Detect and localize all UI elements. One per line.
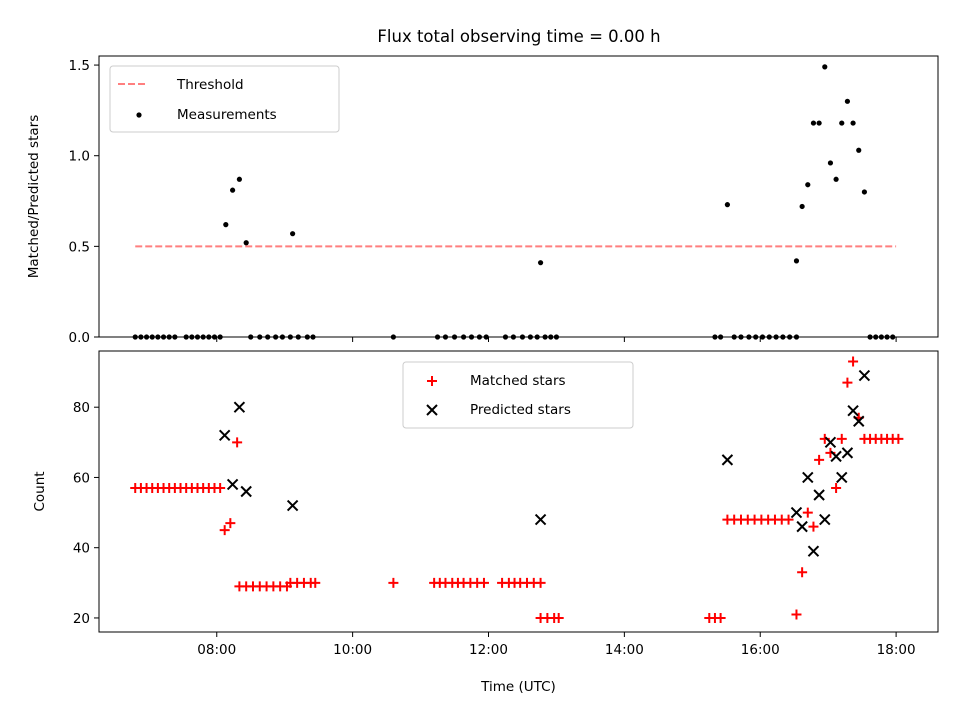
xtick-label: 16:00 <box>741 642 780 658</box>
measurement-point <box>856 147 862 153</box>
bottom-ytick-label: 20 <box>73 611 90 627</box>
panel-flux-ratio: 0.0 0.5 1.0 1.5 Matched/Predicted stars Thres… <box>26 55 939 346</box>
matched-star-point <box>791 609 802 620</box>
xtick-label: 12:00 <box>469 642 508 658</box>
chart-title: Flux total observing time = 0.00 h <box>377 27 660 46</box>
xtick-label: 10:00 <box>333 642 372 658</box>
predicted-star-point <box>858 369 871 382</box>
matched-star-point <box>808 521 819 532</box>
legend-threshold-label: Threshold <box>176 77 244 93</box>
matched-star-point <box>848 356 859 367</box>
predicted-star-point <box>790 506 803 519</box>
legend-box <box>402 361 634 429</box>
matched-star-point <box>802 507 813 518</box>
top-ytick-label: 0.0 <box>69 330 90 346</box>
legend-matched-label: Matched stars <box>470 373 566 389</box>
predicted-star-point <box>830 450 842 463</box>
top-ytick-label: 0.5 <box>69 239 90 255</box>
measurement-point <box>822 64 828 70</box>
measurement-point <box>230 187 236 193</box>
measurement-point <box>724 202 731 208</box>
predicted-star-point <box>853 415 865 427</box>
matched-star-point <box>388 577 399 588</box>
measurement-point <box>861 189 868 195</box>
xtick-label: 18:00 <box>877 642 916 658</box>
matched-star-point <box>225 518 236 529</box>
measurement-point <box>799 203 805 210</box>
axes-frame <box>98 350 939 633</box>
measurement-point <box>810 120 817 126</box>
measurement-point <box>827 160 834 166</box>
measurement-point <box>243 240 249 246</box>
panel-star-counts: 20 40 60 80 Count 08:00 10:00 12:00 14:00 16:00 18… <box>32 350 939 695</box>
predicted-star-point <box>819 513 831 526</box>
matched-star-point <box>797 567 808 578</box>
matched-star-point <box>715 612 726 623</box>
predicted-star-point <box>836 471 848 484</box>
xtick-label: 08:00 <box>197 642 236 658</box>
matched-star-point <box>836 433 847 444</box>
measurement-point <box>793 258 800 264</box>
matched-star-point <box>219 525 230 536</box>
bottom-ytick-label: 80 <box>73 400 90 416</box>
matched-star-point <box>215 482 226 493</box>
legend-measurements-swatch <box>136 112 142 118</box>
predicted-star-point <box>240 485 252 498</box>
predicted-star-point <box>286 499 299 512</box>
matched-star-point <box>310 577 321 588</box>
predicted-star-point <box>813 489 825 501</box>
matched-star-point <box>814 454 825 465</box>
predicted-star-point <box>721 454 734 466</box>
measurement-point <box>537 260 544 266</box>
matched-star-point <box>783 514 794 525</box>
legend-predicted-label: Predicted stars <box>470 402 571 418</box>
top-ytick-label: 1.0 <box>69 149 90 165</box>
measurement-point <box>850 120 856 126</box>
predicted-star-point <box>218 429 231 442</box>
predicted-star-point <box>824 436 837 449</box>
measurement-point <box>290 231 296 237</box>
measurement-point <box>223 222 229 228</box>
bottom-ylabel: Count <box>32 471 48 511</box>
measurement-point <box>236 176 242 182</box>
legend-box <box>109 65 340 133</box>
matched-star-point <box>535 577 546 588</box>
bottom-ytick-label: 60 <box>73 470 90 486</box>
matched-star-point <box>893 433 904 444</box>
bottom-ytick-label: 40 <box>73 541 90 557</box>
top-ytick-label: 1.5 <box>69 58 90 74</box>
predicted-star-point <box>226 478 239 491</box>
predicted-star-point <box>802 471 814 484</box>
measurement-point <box>833 176 839 182</box>
measurement-point <box>805 182 811 188</box>
matched-star-point <box>232 437 243 448</box>
measurement-point <box>839 120 845 126</box>
bottom-xlabel: Time (UTC) <box>480 679 556 695</box>
legend-predicted-swatch <box>426 404 438 416</box>
measurement-point <box>816 120 822 126</box>
matched-star-point <box>478 577 489 588</box>
predicted-star-point <box>233 401 246 413</box>
top-ylabel: Matched/Predicted stars <box>26 115 42 278</box>
measurement-point <box>844 98 851 104</box>
predicted-star-point <box>847 405 859 417</box>
predicted-star-point <box>796 520 808 533</box>
predicted-star-point <box>807 545 820 557</box>
predicted-star-point <box>841 447 854 459</box>
predicted-star-point <box>534 513 547 526</box>
xtick-label: 14:00 <box>605 642 644 658</box>
legend-measurements-label: Measurements <box>177 107 277 123</box>
matched-star-point <box>831 482 842 493</box>
matched-star-point <box>553 612 564 623</box>
matched-star-point <box>842 377 853 388</box>
axes-frame <box>98 55 939 338</box>
legend-matched-swatch <box>427 376 437 386</box>
legend-top: Threshold Measurements <box>109 65 340 133</box>
legend-bottom: Matched stars Predicted stars <box>402 361 634 429</box>
